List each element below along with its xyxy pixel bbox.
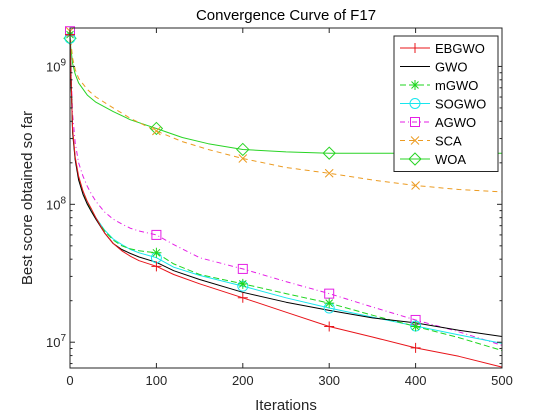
data-point-agwo [237,263,248,274]
series-line-sca [69,31,503,193]
data-point-mgwo [324,298,335,309]
axis-ticks: 0 100 200 300 400 500 107 108 109 [46,28,513,388]
y-axis-title: Best score obtained so far [19,111,36,285]
series-line-ebgwo [69,34,503,368]
data-point-sca [238,154,248,163]
legend-label-ebgwo: EBGWO [435,41,485,56]
data-point-agwo [151,229,162,240]
x-tick-label: 500 [491,373,513,388]
data-point-woa [236,142,250,157]
x-tick-label: 300 [318,373,340,388]
y-tick-label: 107 [46,333,66,350]
data-point-ebgwo [324,321,335,332]
series-layer [69,31,503,368]
legend-marker-sogwo [409,98,421,109]
legend-marker-ebgwo [410,43,420,53]
data-point-woa [322,146,336,160]
legend-marker-woa [408,152,422,166]
legend-marker-sca [410,136,420,145]
legend-label-agwo: AGWO [435,115,476,130]
legend: EBGWO GWO mGWO SOGWO AGWO SCA WOA [393,35,499,172]
legend-label-sca: SCA [435,134,462,149]
plot-frame [69,27,503,369]
x-tick-label: 200 [232,373,254,388]
legend-label-gwo: GWO [435,60,468,75]
legend-marker-agwo [410,117,420,127]
series-line-agwo [69,31,503,346]
y-tick-label: 108 [46,195,66,212]
x-axis-title: Iterations [255,397,317,414]
chart-title: Convergence Curve of F17 [196,7,376,24]
x-tick-label: 100 [146,373,168,388]
data-point-woa [149,121,164,136]
legend-label-sogwo: SOGWO [435,97,486,112]
legend-label-mgwo: mGWO [435,78,478,93]
legend-marker-mgwo [410,80,420,90]
data-point-sca [324,168,334,178]
data-point-ebgwo [151,261,162,272]
series-line-woa [69,38,502,154]
data-point-mgwo [237,278,248,289]
data-point-ebgwo [237,292,248,303]
legend-label-woa: WOA [435,152,466,167]
data-point-mgwo [410,321,421,332]
data-point-ebgwo [410,342,421,353]
data-point-sca [411,181,420,190]
y-tick-label: 109 [46,57,66,74]
data-point-sca [152,126,161,136]
data-point-mgwo [151,247,162,258]
x-tick-label: 400 [405,373,427,388]
series-line-gwo [69,34,503,337]
x-tick-label: 0 [66,373,73,388]
